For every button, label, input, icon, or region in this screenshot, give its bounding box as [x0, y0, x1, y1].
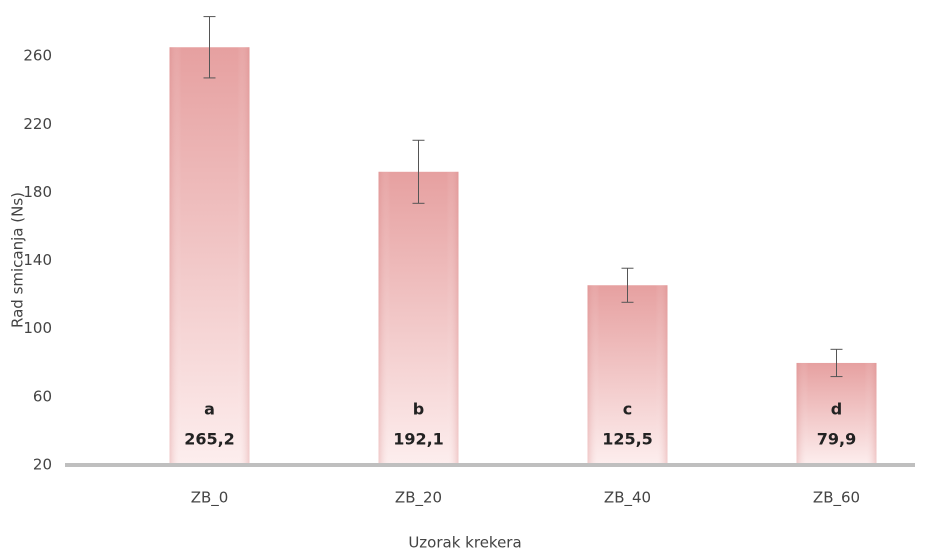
annotation: b	[413, 400, 424, 419]
data-label: 125,5	[602, 430, 653, 449]
bar-shade	[796, 362, 877, 465]
x-tick-label: ZB_20	[395, 489, 442, 508]
annotation: a	[204, 400, 215, 419]
y-axis-title: Rad smicanja (Ns)	[9, 192, 27, 328]
data-label: 79,9	[817, 430, 856, 449]
x-axis-title: Uzorak krekera	[408, 534, 521, 552]
x-tick-label: ZB_0	[191, 489, 229, 508]
annotation: c	[623, 400, 632, 419]
y-tick-label: 20	[33, 456, 52, 474]
bar-shade	[587, 285, 668, 465]
y-tick-label: 220	[23, 115, 52, 133]
y-tick-label: 60	[33, 387, 52, 405]
x-tick-label: ZB_40	[604, 489, 651, 508]
data-label: 265,2	[184, 430, 235, 449]
bar-shade	[378, 171, 459, 465]
y-tick-label: 180	[23, 183, 52, 201]
data-label: 192,1	[393, 430, 444, 449]
bar-shade	[169, 47, 250, 465]
y-tick-label: 260	[23, 47, 52, 65]
annotation: d	[831, 400, 842, 419]
y-tick-label: 100	[23, 319, 52, 337]
x-tick-label: ZB_60	[813, 489, 860, 508]
y-tick-label: 140	[23, 251, 52, 269]
